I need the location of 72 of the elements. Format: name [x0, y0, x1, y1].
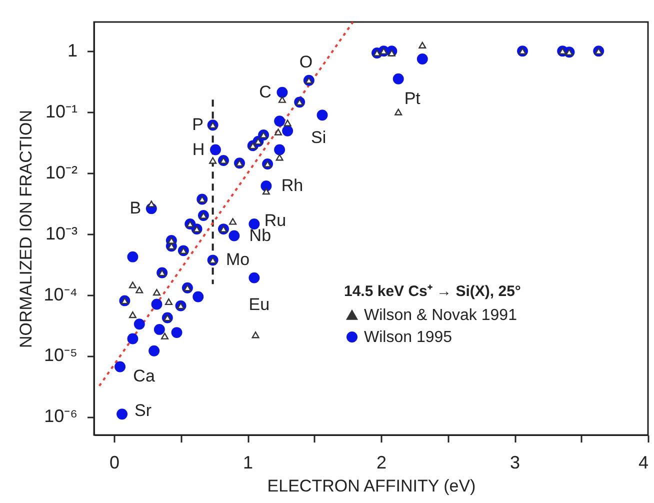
point: [152, 288, 161, 296]
point: [274, 128, 282, 136]
annotation: Pt: [404, 88, 421, 108]
point: [282, 125, 294, 136]
point: [154, 324, 165, 335]
x-tick-label: 2: [376, 452, 387, 472]
point: [276, 154, 284, 161]
point: [316, 110, 328, 121]
legend-title: 14.5 keV Cs⁺ → Si(X), 25°: [344, 283, 521, 300]
point: [134, 318, 145, 330]
point: [248, 218, 260, 230]
annotation: Eu: [248, 294, 270, 314]
legend-label: Wilson & Novak 1991: [364, 307, 518, 324]
point: [518, 48, 526, 54]
point: [274, 116, 286, 127]
point: [274, 144, 286, 156]
point: [392, 73, 404, 84]
point: [128, 311, 136, 318]
point: [127, 251, 138, 262]
point: [262, 188, 270, 195]
point: [380, 48, 388, 54]
point: [148, 345, 160, 356]
point: [248, 272, 260, 284]
point: [160, 332, 169, 340]
y-tick-label: 1: [67, 40, 78, 61]
x-tick-label: 3: [510, 452, 520, 472]
annotation: O: [299, 52, 313, 72]
y-tick-label: 10⁻¹: [45, 102, 78, 122]
point: [192, 291, 204, 302]
point: [116, 408, 128, 420]
x-axis-title: ELECTRON AFFINITY (eV): [267, 476, 476, 496]
y-tick-label: 10⁻³: [45, 223, 78, 244]
point: [252, 332, 260, 338]
annotation: B: [130, 198, 142, 218]
point: [151, 298, 162, 310]
annotation: Mo: [226, 250, 250, 270]
point: [276, 86, 288, 98]
annotation: Si: [311, 128, 326, 148]
legend-label: Wilson 1995: [364, 329, 452, 346]
point: [148, 200, 156, 208]
point: [418, 42, 426, 49]
point: [128, 282, 136, 288]
y-axis-title: NORMALIZED ION FRACTION: [16, 110, 36, 348]
annotation: C: [259, 82, 272, 102]
point: [114, 361, 126, 372]
x-tick-label: 1: [243, 452, 254, 472]
y-tick-label: 10⁻⁴: [44, 284, 78, 304]
point: [228, 230, 240, 242]
x-tick-label: 0: [110, 452, 120, 472]
annotation: Rh: [281, 176, 304, 196]
point: [171, 327, 182, 338]
point: [136, 286, 144, 294]
point: [394, 108, 402, 116]
point: [416, 54, 428, 65]
point: [229, 218, 237, 225]
point: [209, 157, 217, 164]
point: [388, 50, 396, 56]
y-tick-label: 10⁻²: [45, 162, 78, 182]
point: [260, 180, 272, 192]
point: [284, 120, 292, 126]
point: [127, 333, 138, 344]
point: [278, 96, 286, 103]
point: [210, 144, 221, 156]
point: [164, 298, 173, 306]
annotation: P: [192, 115, 204, 134]
x-tick-label: 4: [638, 452, 648, 472]
annotation: Sr: [134, 401, 152, 420]
annotation: Ca: [133, 366, 156, 386]
y-tick-label: 10⁻⁵: [44, 345, 78, 366]
annotation: H: [192, 140, 205, 159]
y-tick-label: 10⁻⁶: [44, 406, 78, 426]
point: [558, 48, 566, 54]
